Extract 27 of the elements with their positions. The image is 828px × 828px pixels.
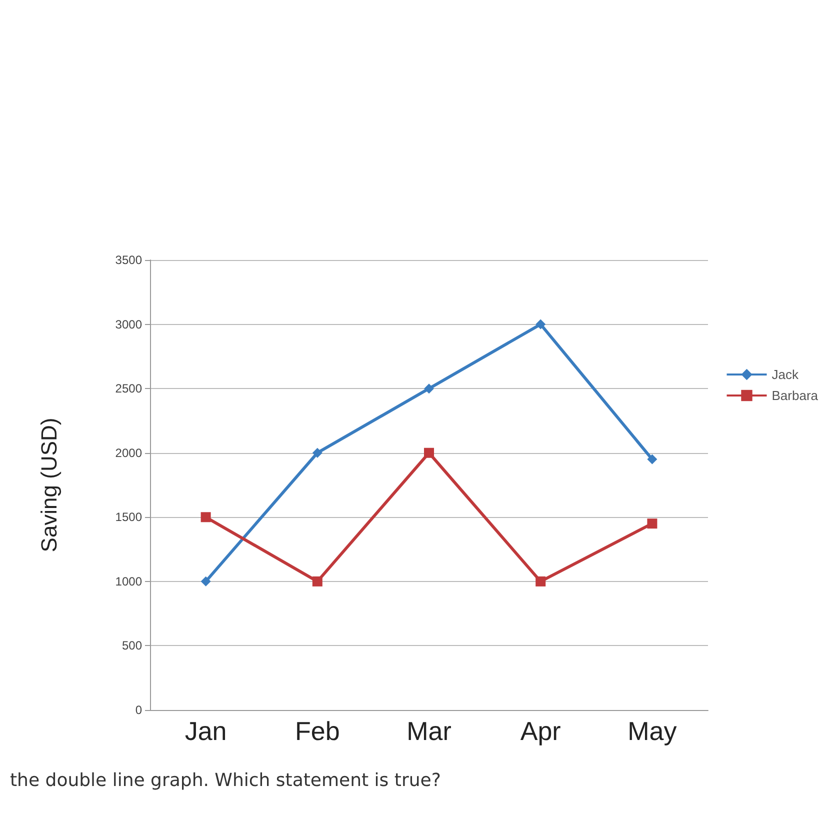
- point: [536, 319, 546, 330]
- y-tick-label: 3000: [115, 317, 142, 332]
- y-tick-label: 2500: [115, 382, 142, 396]
- y-tick-label: 1000: [115, 574, 142, 588]
- point: [200, 512, 211, 522]
- point: [312, 576, 322, 586]
- legend-label: Barbara: [772, 388, 819, 403]
- y-tick-label: 1500: [115, 510, 142, 524]
- point: [536, 576, 546, 586]
- y-tick-label: 3500: [115, 253, 142, 267]
- y-axis-title: Saving (USD): [36, 418, 62, 552]
- x-tick-label: Apr: [520, 716, 562, 746]
- point: [647, 518, 658, 529]
- point: [424, 448, 434, 458]
- legend-label: Jack: [772, 367, 799, 382]
- y-tick-label: 0: [135, 703, 142, 717]
- x-tick-label: May: [628, 716, 677, 746]
- point: [424, 384, 434, 394]
- x-tick-label: Mar: [406, 716, 452, 746]
- y-tick-label: 500: [122, 638, 142, 653]
- x-tick-label: Jan: [184, 716, 227, 746]
- text: the double line graph. Which statement is true?: [9, 770, 442, 791]
- x-tick-label: Feb: [294, 716, 340, 746]
- point: [647, 454, 658, 464]
- y-tick-label: 2000: [115, 446, 142, 460]
- point: [200, 576, 211, 586]
- point: [312, 448, 322, 458]
